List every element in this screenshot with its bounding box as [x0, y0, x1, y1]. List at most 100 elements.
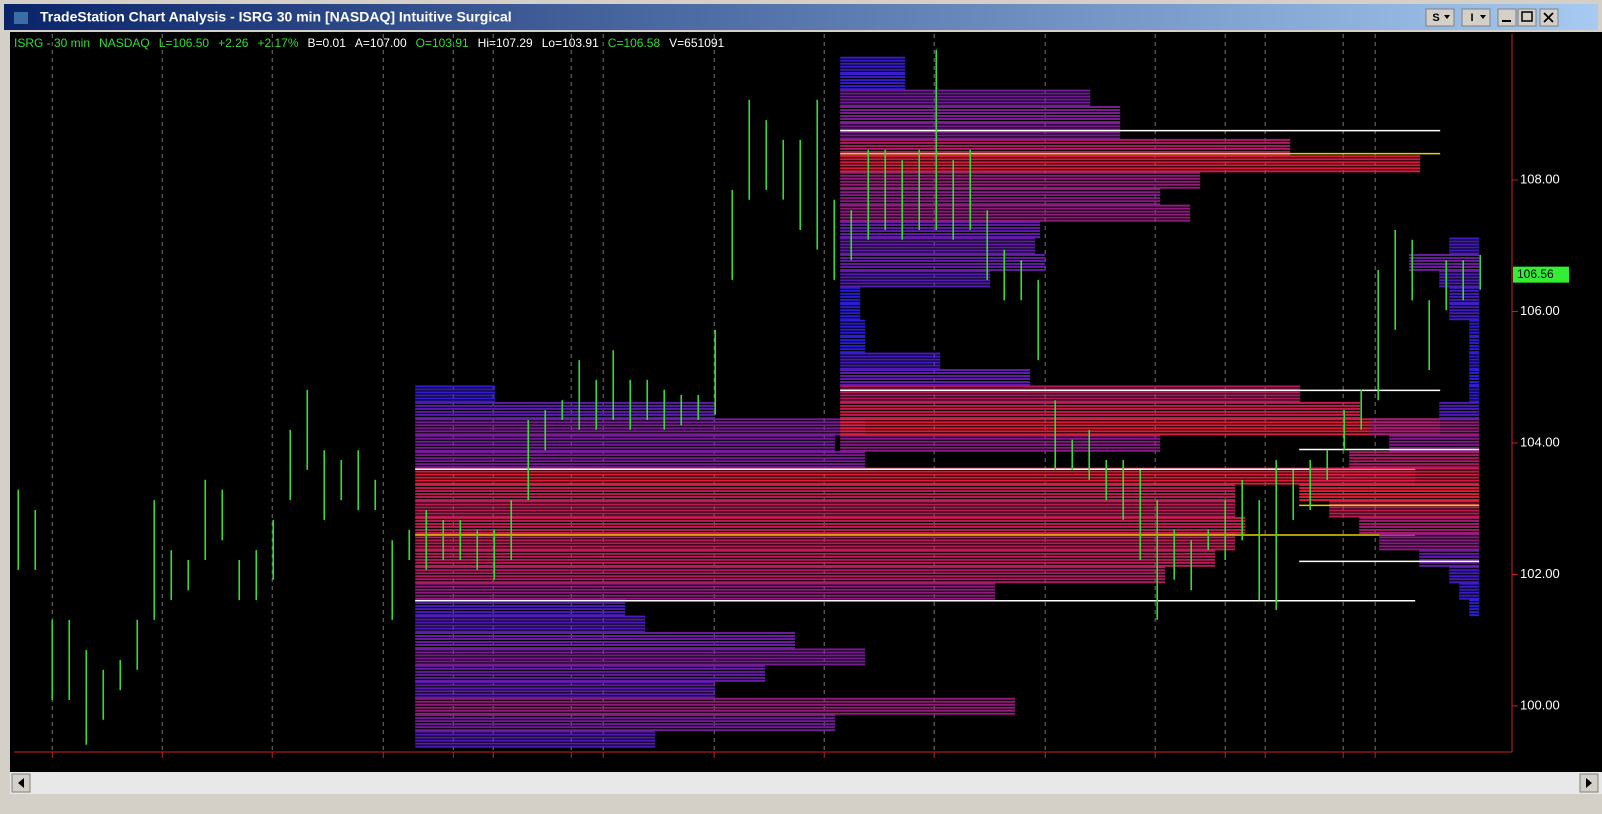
- profile-row: [840, 443, 1161, 446]
- profile-row: [840, 401, 1361, 404]
- profile-row: [415, 558, 1216, 561]
- profile-row: [1369, 418, 1480, 421]
- profile-row: [840, 270, 991, 273]
- x-tick-label: 13:00: [456, 756, 486, 770]
- profile-row: [840, 174, 1201, 177]
- info-item: B=0.01: [308, 36, 347, 50]
- profile-row: [415, 726, 836, 729]
- profile-row: [840, 292, 861, 295]
- profile-row: [415, 697, 1016, 700]
- x-tick-label: 9/22: [390, 756, 414, 770]
- profile-row: [415, 463, 866, 466]
- arrow-right: [1586, 778, 1592, 788]
- profile-row: [1469, 364, 1480, 367]
- profile-row: [415, 421, 866, 424]
- minimize-button[interactable]: [1497, 8, 1517, 27]
- profile-row: [1389, 446, 1480, 449]
- profile-row: [1349, 457, 1480, 460]
- profile-row: [415, 457, 866, 460]
- profile-row: [840, 155, 1421, 158]
- profile-row: [1379, 545, 1480, 548]
- profile-row: [840, 262, 1046, 265]
- profile-row: [1449, 569, 1480, 572]
- profile-row: [1449, 249, 1480, 252]
- profile-row: [840, 378, 1031, 381]
- profile-row: [415, 536, 1236, 539]
- profile-row: [415, 605, 626, 608]
- profile-row: [1439, 404, 1480, 407]
- profile-row: [1369, 430, 1480, 433]
- profile-row: [1439, 416, 1480, 419]
- profile-row: [415, 693, 716, 696]
- profile-row: [415, 482, 1416, 485]
- profile-row: [840, 306, 861, 309]
- profile-row: [840, 161, 1421, 164]
- profile-row: [840, 418, 1441, 421]
- profile-row: [840, 285, 991, 288]
- profile-row: [840, 385, 1301, 388]
- profile-row: [415, 424, 866, 427]
- last-price-tag: [1513, 266, 1569, 283]
- profile-row: [415, 446, 836, 449]
- profile-row: [840, 191, 1161, 194]
- profile-row: [1449, 315, 1480, 318]
- profile-row: [840, 449, 1161, 452]
- profile-row: [415, 591, 996, 594]
- profile-row: [1459, 585, 1480, 588]
- profile-row: [415, 676, 766, 679]
- profile-row: [840, 319, 866, 322]
- profile-row: [415, 473, 1416, 476]
- profile-row: [840, 364, 941, 367]
- profile-row: [840, 243, 1036, 246]
- profile-row: [1439, 413, 1480, 416]
- profile-row: [840, 122, 1121, 125]
- profile-row: [415, 588, 996, 591]
- profile-row: [840, 273, 991, 276]
- profile-row: [1379, 536, 1480, 539]
- profile-row: [415, 657, 866, 660]
- info-item: A=107.00: [355, 36, 407, 50]
- y-tick-label: 108.00: [1520, 171, 1560, 186]
- profile-row: [840, 125, 1121, 128]
- profile-row: [415, 427, 866, 430]
- profile-row: [415, 736, 656, 739]
- profile-row: [840, 298, 861, 301]
- info-item: Lo=103.91: [542, 36, 599, 50]
- x-tick-label: 13:30: [1346, 756, 1376, 770]
- profile-row: [840, 79, 906, 82]
- profile-row: [840, 216, 1191, 219]
- profile-row: [840, 68, 906, 71]
- profile-row: [415, 519, 1246, 522]
- profile-row: [840, 416, 1361, 419]
- axis-area: [1512, 32, 1602, 752]
- scrollbar[interactable]: [10, 772, 1602, 794]
- profile-row: [840, 282, 991, 285]
- profile-row: [415, 385, 496, 388]
- profile-row: [415, 434, 836, 437]
- profile-row: [415, 430, 866, 433]
- profile-row: [840, 180, 1201, 183]
- profile-row: [1389, 449, 1480, 452]
- last-price-label: 106.56: [1517, 267, 1554, 281]
- i-button[interactable]: [1461, 8, 1491, 27]
- profile-row: [840, 153, 1291, 156]
- profile-row: [840, 167, 1421, 170]
- profile-row: [840, 361, 941, 364]
- profile-row: [415, 394, 496, 397]
- profile-row: [1439, 270, 1480, 273]
- profile-row: [415, 487, 1236, 490]
- profile-row: [840, 131, 1121, 134]
- profile-row: [840, 177, 1201, 180]
- profile-row: [840, 120, 1121, 123]
- profile-row: [840, 252, 1036, 255]
- s-button[interactable]: [1425, 8, 1455, 27]
- profile-row: [415, 630, 646, 633]
- profile-row: [1469, 342, 1480, 345]
- profile-row: [840, 108, 1121, 111]
- profile-row: [1379, 548, 1480, 551]
- profile-row: [415, 509, 1236, 512]
- profile-row: [415, 635, 796, 638]
- profile-row: [415, 578, 1166, 581]
- profile-row: [415, 391, 496, 394]
